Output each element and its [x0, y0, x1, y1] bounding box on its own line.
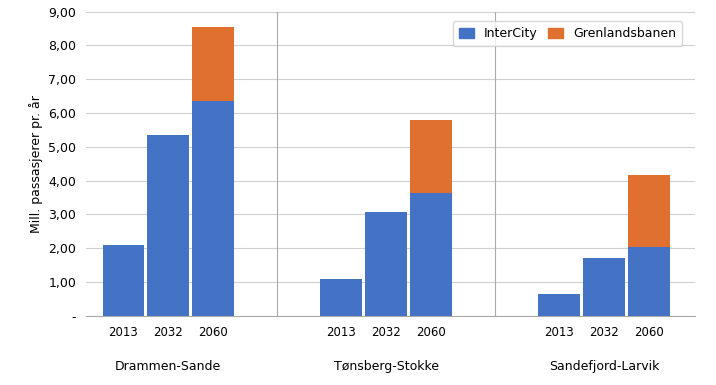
- Bar: [365, 212, 407, 316]
- Legend: InterCity, Grenlandsbanen: InterCity, Grenlandsbanen: [453, 21, 682, 46]
- Bar: [410, 120, 452, 193]
- Bar: [147, 135, 189, 316]
- Text: Drammen-Sande: Drammen-Sande: [115, 360, 221, 373]
- Bar: [538, 294, 580, 316]
- Y-axis label: Mill. passasjerer pr. år: Mill. passasjerer pr. år: [29, 95, 43, 233]
- Bar: [102, 245, 144, 316]
- Bar: [320, 278, 362, 316]
- Bar: [628, 175, 669, 248]
- Bar: [628, 248, 669, 316]
- Text: Sandefjord-Larvik: Sandefjord-Larvik: [548, 360, 659, 373]
- Bar: [410, 193, 452, 316]
- Bar: [583, 258, 624, 316]
- Bar: [193, 27, 234, 101]
- Text: Tønsberg-Stokke: Tønsberg-Stokke: [334, 360, 439, 373]
- Bar: [193, 101, 234, 316]
